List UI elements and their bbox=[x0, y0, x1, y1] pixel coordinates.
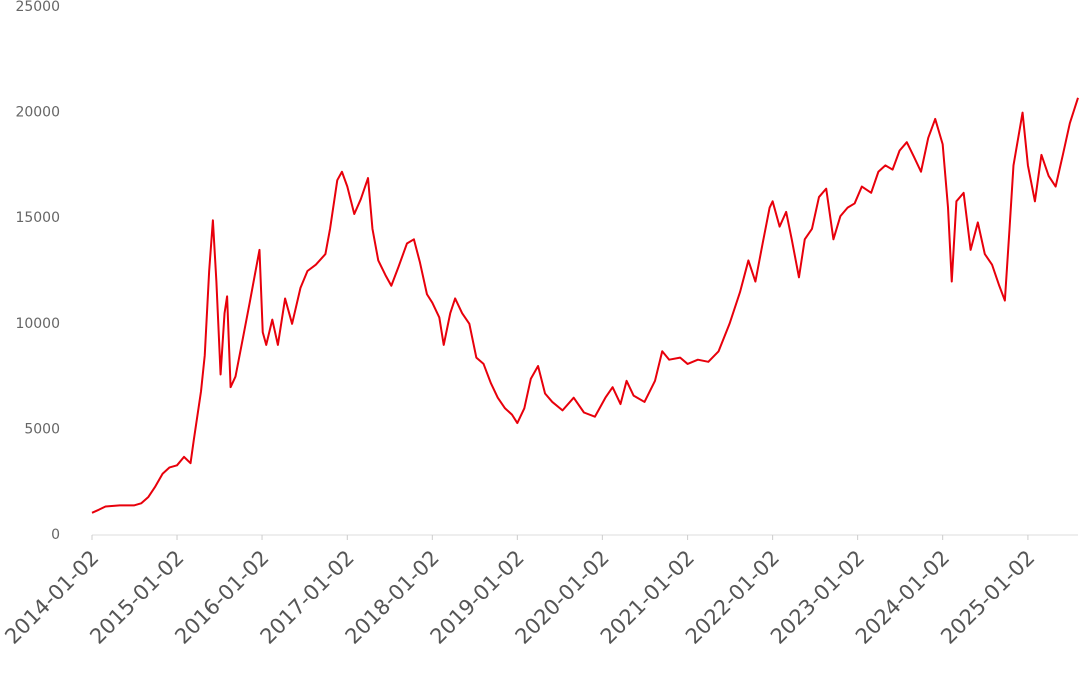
y-tick-label: 20000 bbox=[15, 105, 60, 121]
y-tick-label: 15000 bbox=[15, 210, 60, 226]
y-tick-label: 10000 bbox=[15, 316, 60, 332]
y-tick-label: 25000 bbox=[15, 0, 60, 15]
y-tick-label: 5000 bbox=[24, 421, 60, 437]
y-tick-label: 0 bbox=[51, 527, 60, 543]
line-series bbox=[91, 97, 1079, 514]
